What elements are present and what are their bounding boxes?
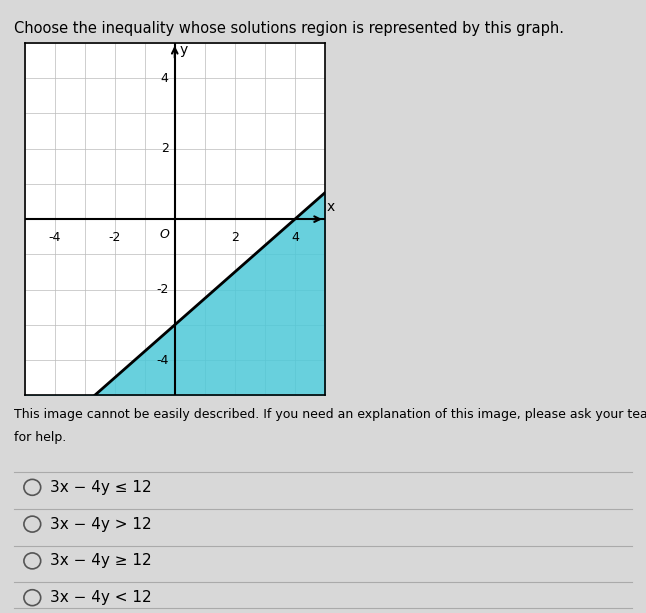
Text: 3x − 4y > 12: 3x − 4y > 12 xyxy=(50,517,152,531)
Text: 3x − 4y < 12: 3x − 4y < 12 xyxy=(50,590,152,605)
Text: 2: 2 xyxy=(161,142,169,155)
Text: -2: -2 xyxy=(109,232,121,245)
Text: -2: -2 xyxy=(156,283,169,296)
Text: y: y xyxy=(179,43,187,57)
Text: for help.: for help. xyxy=(14,431,67,444)
Text: 3x − 4y ≥ 12: 3x − 4y ≥ 12 xyxy=(50,554,152,568)
Text: 2: 2 xyxy=(231,232,239,245)
Text: Choose the inequality whose solutions region is represented by this graph.: Choose the inequality whose solutions re… xyxy=(14,21,564,36)
Text: 4: 4 xyxy=(291,232,299,245)
Text: -4: -4 xyxy=(156,354,169,367)
Text: This image cannot be easily described. If you need an explanation of this image,: This image cannot be easily described. I… xyxy=(14,408,646,421)
Text: x: x xyxy=(326,200,335,214)
Text: O: O xyxy=(160,228,169,241)
Text: 3x − 4y ≤ 12: 3x − 4y ≤ 12 xyxy=(50,480,152,495)
Text: 4: 4 xyxy=(161,72,169,85)
Text: -4: -4 xyxy=(48,232,61,245)
